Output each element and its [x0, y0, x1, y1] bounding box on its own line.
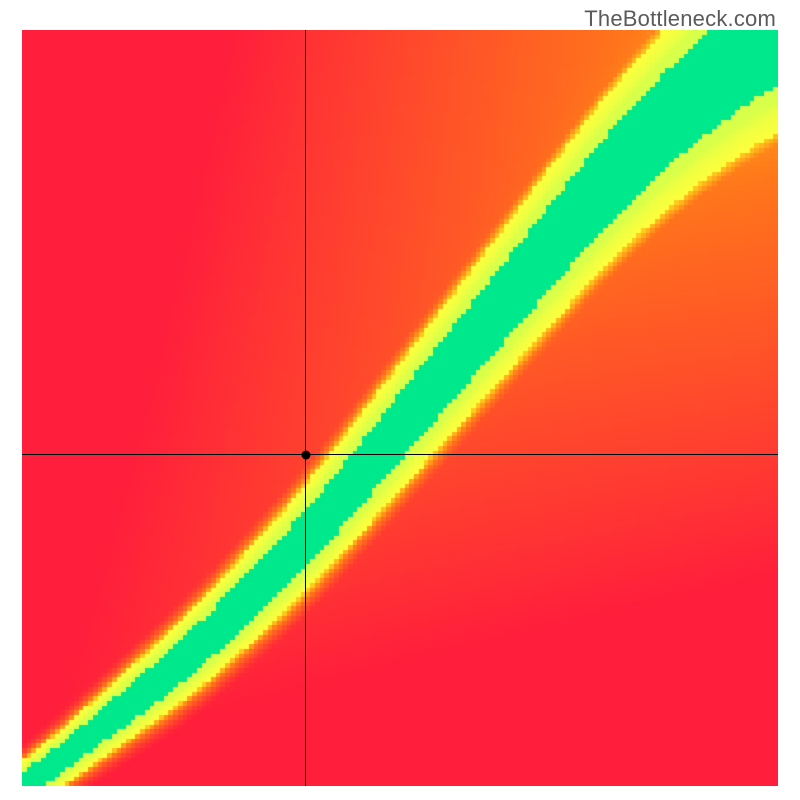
crosshair-vertical — [305, 30, 306, 786]
plot-area — [22, 30, 778, 786]
watermark-text: TheBottleneck.com — [584, 6, 776, 32]
crosshair-horizontal — [22, 454, 778, 455]
root-container: TheBottleneck.com — [0, 0, 800, 800]
crosshair-marker-dot — [301, 450, 310, 459]
heatmap-canvas — [22, 30, 778, 786]
